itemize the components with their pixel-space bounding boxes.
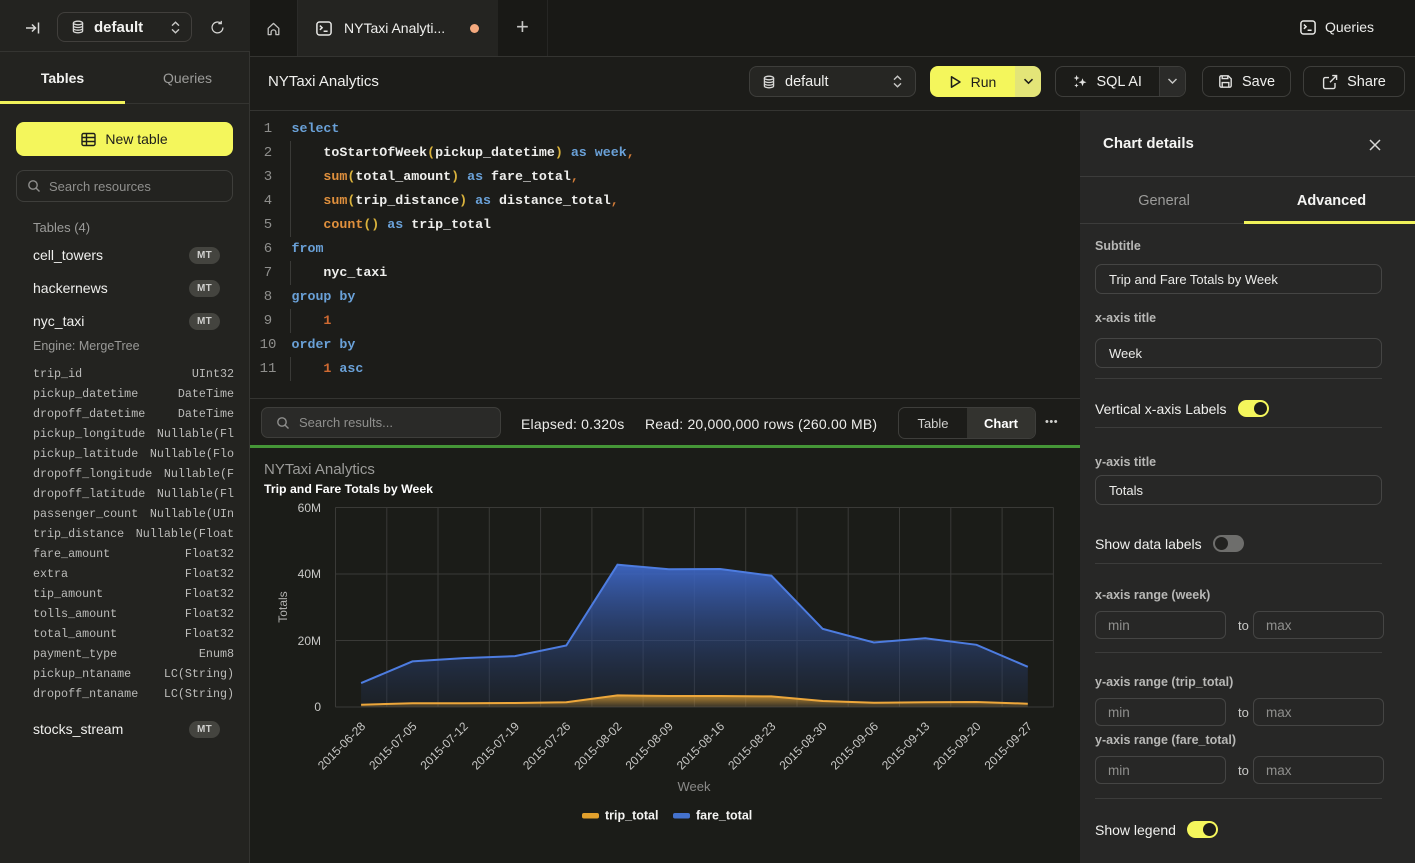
svg-text:2015-08-16: 2015-08-16 [674,719,728,773]
svg-text:2015-07-12: 2015-07-12 [418,719,472,773]
svg-text:2015-09-06: 2015-09-06 [828,719,882,773]
svg-text:20M: 20M [298,634,321,648]
svg-text:2015-07-26: 2015-07-26 [520,719,574,773]
svg-text:Trip and Fare Totals by Week: Trip and Fare Totals by Week [264,482,433,496]
svg-text:2015-07-19: 2015-07-19 [469,719,523,773]
svg-text:2015-09-13: 2015-09-13 [879,719,933,773]
svg-text:2015-08-02: 2015-08-02 [571,719,625,773]
svg-text:2015-09-20: 2015-09-20 [930,719,984,773]
svg-text:2015-08-09: 2015-08-09 [623,719,677,773]
svg-text:2015-09-27: 2015-09-27 [982,719,1036,773]
svg-text:0: 0 [314,700,321,714]
svg-text:fare_total: fare_total [696,809,752,823]
svg-text:Week: Week [678,779,711,794]
svg-text:40M: 40M [298,567,321,581]
svg-text:60M: 60M [298,501,321,515]
svg-text:trip_total: trip_total [605,809,658,823]
svg-text:2015-08-23: 2015-08-23 [725,719,779,773]
svg-text:2015-08-30: 2015-08-30 [776,719,830,773]
svg-text:2015-07-05: 2015-07-05 [366,719,420,773]
svg-text:NYTaxi Analytics: NYTaxi Analytics [264,461,375,478]
svg-text:2015-06-28: 2015-06-28 [315,719,369,773]
svg-text:Totals: Totals [276,591,290,622]
